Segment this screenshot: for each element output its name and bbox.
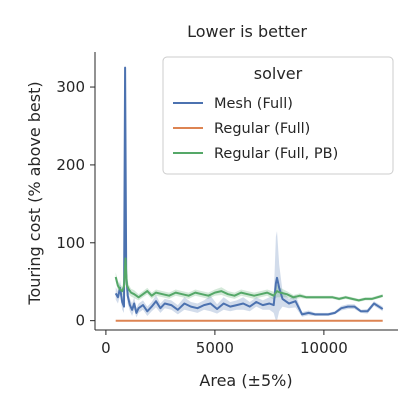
series-line-regular-full-pb (114, 257, 383, 302)
series-line-mesh-full (114, 66, 384, 316)
band-regular-full-pb (115, 246, 383, 302)
y-tick-label: 200 (56, 156, 85, 174)
legend-box (162, 56, 394, 175)
y-tick-label: 0 (75, 312, 85, 330)
x-ticks: 0 5000 10000 (101, 330, 348, 357)
series-lines (114, 66, 384, 322)
y-ticks: 0 100 200 300 (56, 78, 95, 330)
y-axis-label: Touring cost (% above best) (25, 81, 44, 305)
legend-label-regular-full-pb: Regular (Full, PB) (214, 146, 338, 162)
y-tick-label: 100 (56, 234, 85, 252)
x-tick-label: 0 (101, 339, 111, 357)
axes (94, 52, 398, 331)
x-tick-label: 10000 (300, 339, 348, 357)
x-axis-label: Area (±5%) (199, 371, 292, 390)
legend: solver Mesh (Full) Regular (Full) Regular … (162, 56, 394, 175)
legend-label-regular-full: Regular (Full) (214, 121, 310, 137)
legend-label-mesh-full: Mesh (Full) (214, 96, 293, 112)
legend-title: solver (254, 64, 303, 83)
y-tick-label: 300 (56, 78, 85, 96)
confidence-bands (115, 63, 383, 321)
x-tick-label: 5000 (196, 339, 234, 357)
chart-title: Lower is better (187, 22, 307, 41)
